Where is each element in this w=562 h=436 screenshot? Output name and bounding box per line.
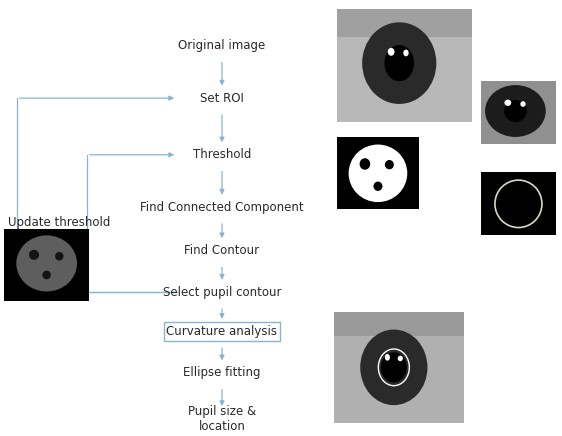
Text: Find Connected Component: Find Connected Component (140, 201, 304, 214)
Bar (4, 229, 89, 301)
Ellipse shape (504, 100, 527, 122)
Ellipse shape (381, 352, 407, 382)
Bar (334, 312, 464, 423)
Text: Update threshold: Update threshold (8, 216, 110, 229)
Ellipse shape (348, 144, 407, 202)
Ellipse shape (16, 235, 77, 292)
Bar (337, 137, 419, 209)
Ellipse shape (385, 160, 394, 169)
Ellipse shape (385, 354, 390, 361)
Ellipse shape (388, 48, 395, 56)
Text: Select pupil contour: Select pupil contour (163, 286, 281, 299)
Bar (481, 172, 556, 235)
Ellipse shape (29, 250, 39, 260)
Text: Ellipse fitting: Ellipse fitting (183, 366, 261, 379)
Ellipse shape (404, 50, 409, 56)
Ellipse shape (360, 158, 370, 170)
Bar (337, 9, 472, 122)
Ellipse shape (374, 181, 382, 191)
Text: Set ROI: Set ROI (200, 92, 244, 105)
Ellipse shape (360, 330, 428, 405)
Bar (481, 81, 556, 144)
Ellipse shape (362, 22, 436, 104)
Ellipse shape (55, 252, 64, 261)
Text: Curvature analysis: Curvature analysis (166, 325, 278, 338)
Ellipse shape (384, 45, 414, 81)
Ellipse shape (43, 271, 51, 279)
Text: Pupil size &
location: Pupil size & location (188, 405, 256, 433)
Text: Find Contour: Find Contour (184, 244, 260, 257)
Ellipse shape (398, 356, 403, 361)
Bar (334, 312, 464, 336)
Ellipse shape (485, 85, 546, 137)
Text: Original image: Original image (178, 39, 266, 52)
Ellipse shape (505, 99, 511, 106)
Text: Threshold: Threshold (193, 148, 251, 161)
Ellipse shape (520, 101, 525, 107)
Bar (337, 9, 472, 37)
